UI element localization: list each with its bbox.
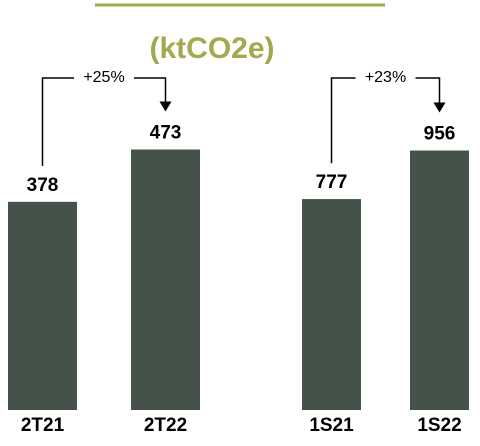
bar	[302, 199, 361, 410]
chart-title: (ktCO2e)	[149, 32, 274, 65]
x-tick-label: 1S22	[417, 415, 461, 436]
x-tick-label: 2T21	[21, 415, 65, 436]
bracket	[330, 77, 441, 164]
value-label: 956	[424, 124, 456, 145]
value-label: 777	[316, 172, 348, 193]
annotation-bg	[74, 67, 134, 89]
arrow-head	[433, 102, 446, 113]
bar	[8, 201, 77, 410]
annotation: +25%	[83, 69, 124, 86]
bar	[410, 150, 469, 410]
bar	[131, 149, 200, 410]
value-label: 378	[27, 175, 59, 196]
value-label: 473	[150, 123, 182, 144]
arrow-head	[159, 101, 172, 112]
x-tick-label: 2T22	[144, 415, 187, 436]
annotation-bg	[355, 67, 416, 89]
annotation: +23%	[365, 69, 406, 86]
x-tick-label: 1S21	[309, 415, 354, 436]
